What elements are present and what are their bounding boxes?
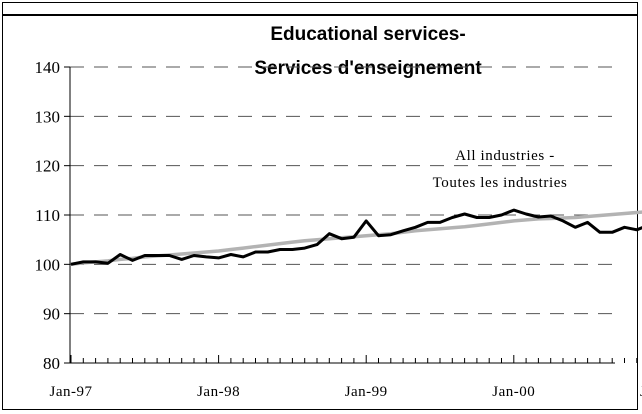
- y-tick-labels: 80 90 100 110 120 130 140: [35, 58, 61, 373]
- y-tick-label-120: 120: [35, 157, 61, 176]
- y-tick-label-110: 110: [35, 206, 60, 225]
- top-bar: [2, 2, 638, 16]
- annotation-line-2: Toutes les industries: [433, 175, 568, 191]
- gridlines: [70, 66, 615, 315]
- series-lines: [70, 208, 642, 267]
- x-tick-label-1: Jan-98: [197, 384, 240, 400]
- x-tick-label-2: Jan-99: [345, 384, 388, 400]
- chart-frame: [2, 2, 638, 410]
- y-tick-label-130: 130: [35, 107, 61, 126]
- chart-subtitle: Services d'enseignement: [254, 58, 482, 79]
- y-tick-label-140: 140: [35, 58, 61, 77]
- y-tick-label-90: 90: [43, 305, 60, 324]
- annotation-line-1: All industries -: [455, 148, 555, 164]
- series-all-industries: [70, 210, 642, 267]
- x-tick-label-0: Jan-97: [50, 384, 93, 400]
- axes: [64, 66, 638, 364]
- x-tick-label-4: Jan-01: [640, 384, 642, 400]
- y-tick-label-80: 80: [43, 354, 60, 373]
- chart-title: Educational services-: [270, 24, 465, 45]
- series-educational-services: [70, 208, 642, 266]
- x-tick-label-3: Jan-00: [492, 384, 535, 400]
- y-tick-label-100: 100: [35, 255, 61, 274]
